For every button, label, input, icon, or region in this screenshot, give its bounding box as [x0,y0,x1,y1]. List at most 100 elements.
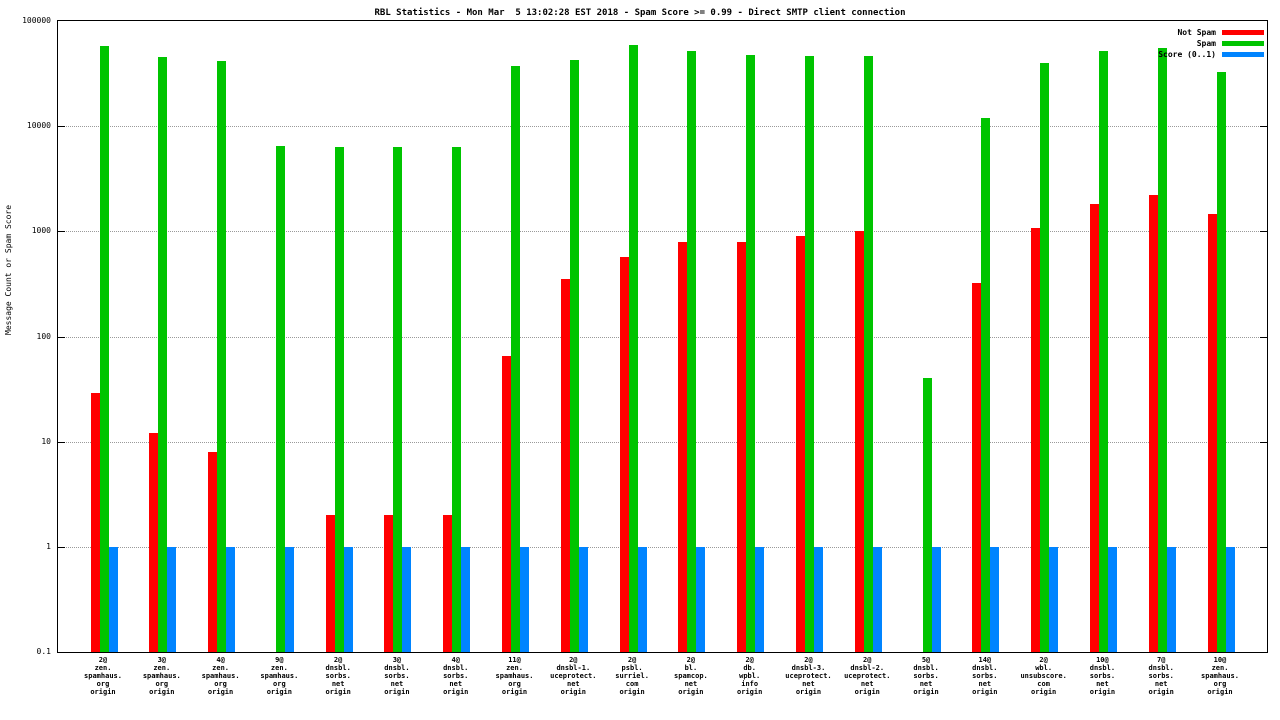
bar-score-0-1-5 [402,546,411,652]
legend-row: Spam [1197,39,1264,48]
bar-spam-2 [217,60,226,652]
x-category-label-line: wbl. [1035,664,1053,672]
bar-score-0-1-3 [285,546,294,652]
axis-tick [58,231,65,233]
bar-spam-6 [452,147,461,652]
bar-score-0-1-17 [1108,546,1117,652]
bar-not-spam-10 [678,241,687,652]
x-category-label-line: 7@ [1156,656,1166,664]
gridline [58,546,1267,548]
legend-row: Score (0..1) [1158,50,1264,59]
y-tick-label: 10000 [26,121,51,131]
x-category-label-line: 3@ [392,656,402,664]
x-category-label-line: 4@ [216,656,225,664]
x-category-label-line: net [1096,680,1109,688]
x-category-label: 9@ zen. spamhaus. org origin [260,656,298,696]
bar-spam-19 [1217,71,1226,652]
x-category-label-line: org [1213,680,1227,688]
y-axis-label: Message Count or Spam Score [4,204,13,335]
x-category-label-line: 10@ [1213,656,1227,664]
x-category-label: 2@ dnsbl-2. uceprotect. net origin [844,656,890,696]
x-category-label-line: 2@ [686,656,696,664]
x-category-label-line: net [331,680,345,688]
x-category-label-line: spamhaus. [260,672,299,680]
x-category-label-line: origin [854,688,880,696]
x-category-label-line: db. [743,664,756,672]
y-tick-label: 10 [41,436,51,446]
x-category-label-line: 14@ [978,656,992,664]
bar-score-0-1-1 [167,546,176,652]
bar-score-0-1-15 [990,546,999,652]
x-category-label-line: com [1037,680,1050,688]
axis-tick [1260,126,1267,128]
x-category-label-line: sorbs. [913,672,939,680]
x-category-label-line: surriel. [615,672,649,680]
x-category-label-line: origin [325,688,351,696]
x-category-label-line: spamhaus. [201,672,240,680]
x-category-label-line: origin [1030,688,1057,696]
x-category-label: 4@ dnsbl. sorbs. net origin [443,656,468,696]
axis-tick [58,126,65,128]
x-category-label-line: spamhaus. [142,672,181,680]
bar-spam-12 [805,56,814,652]
bar-not-spam-11 [737,241,746,652]
x-category-label-line: zen. [270,664,288,672]
legend-row: Not Spam [1177,28,1264,37]
legend-label: Score (0..1) [1158,50,1216,59]
x-category-label: 2@ dnsbl. sorbs. net origin [326,656,351,696]
bar-not-spam-18 [1149,195,1158,652]
axis-tick [58,546,65,548]
legend-label: Spam [1196,39,1216,48]
x-category-label: 2@ bl. spamcop. net origin [674,656,708,696]
x-category-label: 7@ dnsbl. sorbs. net origin [1149,656,1174,696]
bar-not-spam-19 [1208,214,1217,652]
bar-score-0-1-10 [696,546,705,652]
x-category-label-line: origin [913,688,939,696]
x-category-label-line: bl. [684,664,698,672]
x-category-label-line: dnsbl-3. [791,664,826,672]
x-category-label-line: origin [149,688,175,696]
axis-tick [58,336,65,338]
x-category-label-line: unsubscore. [1020,672,1067,680]
bar-score-0-1-12 [814,546,823,652]
x-category-label-line: 3@ [157,656,166,664]
gridline [58,441,1267,443]
bar-not-spam-16 [1031,227,1040,652]
chart-title: RBL Statistics - Mon Mar 5 13:02:28 EST … [374,8,906,18]
x-category-label-line: origin [678,688,704,696]
x-category-label-line: origin [737,688,763,696]
axis-tick [1260,336,1267,338]
x-category-label-line: 9@ [275,656,284,664]
gridline [58,231,1267,233]
legend-label: Not Spam [1177,28,1216,37]
gridline [58,336,1267,338]
bar-spam-18 [1158,48,1167,652]
bar-score-0-1-0 [109,546,118,652]
x-category-label-line: org [96,680,110,688]
bar-spam-11 [746,55,755,652]
bar-score-0-1-7 [520,546,529,652]
bar-not-spam-0 [91,393,100,652]
gridline [58,126,1267,128]
x-category-label-line: org [155,680,169,688]
legend-swatch [1222,41,1264,46]
x-category-label-line: origin [1207,688,1233,696]
legend-swatch [1222,52,1264,57]
x-category-label-line: dnsbl-1. [556,664,591,672]
bar-score-0-1-16 [1049,546,1058,652]
x-category-label: 11@ zen. spamhaus. org origin [496,656,534,696]
x-category-label: 2@ dnsbl-3. uceprotect. net origin [785,656,831,696]
x-category-label: 2@ dnsbl-1. uceprotect. net origin [550,656,596,696]
bar-spam-4 [335,147,344,652]
x-category-label-line: sorbs. [325,672,351,680]
x-category-label-line: net [390,680,404,688]
x-category-label-line: origin [384,688,410,696]
bar-not-spam-15 [972,283,981,652]
x-category-label: 5@ dnsbl. sorbs. net origin [913,656,938,696]
x-category-label-line: net [1154,680,1168,688]
x-category-label-line: spamhaus. [1201,672,1239,680]
x-category-label-line: 2@ [98,656,108,664]
x-category-label-line: 2@ [333,656,343,664]
x-category-label-line: sorbs. [384,672,410,680]
